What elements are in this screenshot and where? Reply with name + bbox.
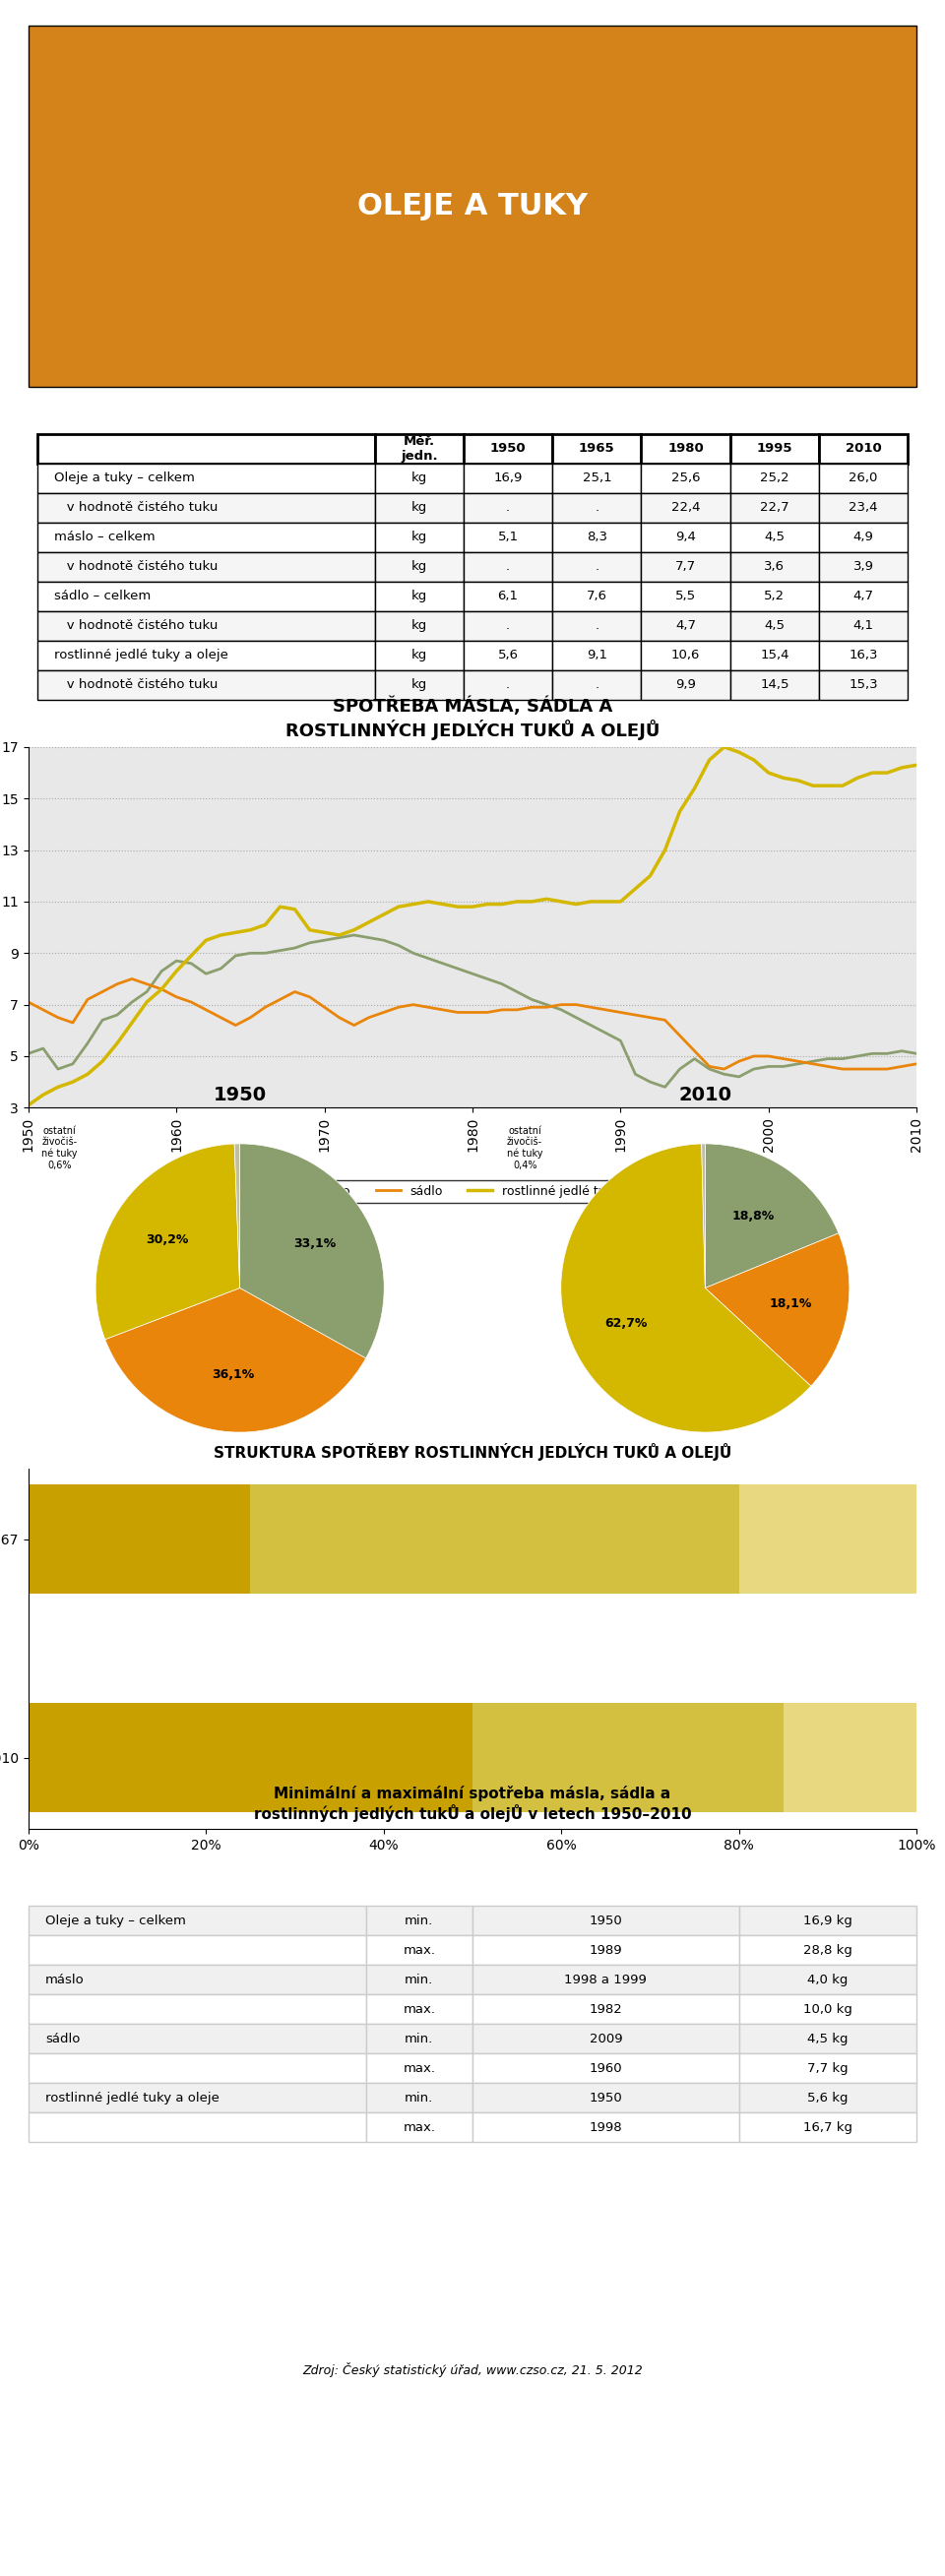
Bar [783, 1703, 917, 1814]
sádlo [23, 987, 34, 1018]
Text: 36,1%: 36,1% [213, 1368, 255, 1381]
Wedge shape [234, 1144, 240, 1288]
Title: STRUKTURA SPOTŘEBY ROSTLINNÝCH JEDLÝCH TUKŮ A OLEJŮ: STRUKTURA SPOTŘEBY ROSTLINNÝCH JEDLÝCH T… [214, 1443, 731, 1461]
máslo [230, 940, 241, 971]
Bar [28, 1703, 472, 1814]
rostlinné jedlé tuky a oleje [230, 917, 241, 948]
Text: ostatní
živočiš-
né tuky
0,6%: ostatní živočiš- né tuky 0,6% [42, 1126, 77, 1170]
Line: rostlinné jedlé tuky a oleje: rostlinné jedlé tuky a oleje [28, 747, 917, 1105]
rostlinné jedlé tuky a oleje [556, 886, 567, 917]
Text: Zdroj: Český statistický úřad, www.czso.cz, 21. 5. 2012: Zdroj: Český statistický úřad, www.czso.… [302, 2362, 643, 2378]
máslo [200, 958, 212, 989]
sádlo [127, 963, 138, 994]
Bar [250, 1484, 739, 1595]
Text: OLEJE A TUKY: OLEJE A TUKY [357, 191, 588, 222]
Wedge shape [705, 1234, 850, 1386]
sádlo [571, 989, 582, 1020]
máslo [822, 1043, 833, 1074]
rostlinné jedlé tuky a oleje [334, 920, 345, 951]
máslo [571, 1002, 582, 1033]
Wedge shape [105, 1288, 366, 1432]
Bar [28, 1484, 250, 1595]
Wedge shape [705, 1144, 838, 1288]
máslo [334, 922, 345, 953]
Title: SPOTŘEBA MÁSLA, SÁDLA A
ROSTLINNÝCH JEDLÝCH TUKŮ A OLEJŮ: SPOTŘEBA MÁSLA, SÁDLA A ROSTLINNÝCH JEDL… [285, 698, 660, 739]
rostlinné jedlé tuky a oleje [496, 889, 507, 920]
sádlo [349, 1010, 360, 1041]
Legend: rostlinný tuk, ztužený pokrmový tuk, jedlé oleje: rostlinný tuk, ztužený pokrmový tuk, jed… [252, 1927, 693, 1950]
Text: 18,1%: 18,1% [769, 1298, 812, 1309]
Text: 33,1%: 33,1% [293, 1239, 335, 1249]
sádlo [911, 1048, 922, 1079]
rostlinné jedlé tuky a oleje [23, 1090, 34, 1121]
Line: sádlo: sádlo [28, 979, 917, 1069]
Bar [472, 1703, 783, 1814]
máslo [911, 1038, 922, 1069]
máslo [349, 920, 360, 951]
Line: máslo: máslo [28, 935, 917, 1087]
Wedge shape [561, 1144, 811, 1432]
Wedge shape [95, 1144, 240, 1340]
Title: 1950: 1950 [214, 1087, 266, 1105]
Legend: máslo, sádlo, rostlinné jedlé tuky a oleje: máslo, sádlo, rostlinné jedlé tuky a ole… [275, 1180, 670, 1203]
Wedge shape [701, 1144, 705, 1288]
Text: 62,7%: 62,7% [605, 1316, 647, 1329]
Wedge shape [240, 1144, 384, 1358]
sádlo [511, 994, 523, 1025]
Text: ostatní
živočiš-
né tuky
0,4%: ostatní živočiš- né tuky 0,4% [507, 1126, 542, 1170]
Bar [739, 1484, 917, 1595]
Text: 30,2%: 30,2% [146, 1234, 189, 1247]
máslo [23, 1038, 34, 1069]
rostlinné jedlé tuky a oleje [718, 732, 730, 762]
rostlinné jedlé tuky a oleje [807, 770, 818, 801]
Title: 2010: 2010 [679, 1087, 731, 1105]
rostlinné jedlé tuky a oleje [911, 750, 922, 781]
sádlo [245, 1002, 256, 1033]
sádlo [822, 1051, 833, 1082]
Text: Minimální a maximální spotřeba másla, sádla a
rostlinných jedlých tukŮ a olejŮ v: Minimální a maximální spotřeba másla, sá… [253, 1785, 692, 1821]
rostlinné jedlé tuky a oleje [200, 925, 212, 956]
sádlo [718, 1054, 730, 1084]
máslo [660, 1072, 671, 1103]
Text: 18,8%: 18,8% [732, 1211, 775, 1224]
máslo [511, 976, 523, 1007]
FancyBboxPatch shape [28, 26, 917, 386]
sádlo [215, 1002, 227, 1033]
